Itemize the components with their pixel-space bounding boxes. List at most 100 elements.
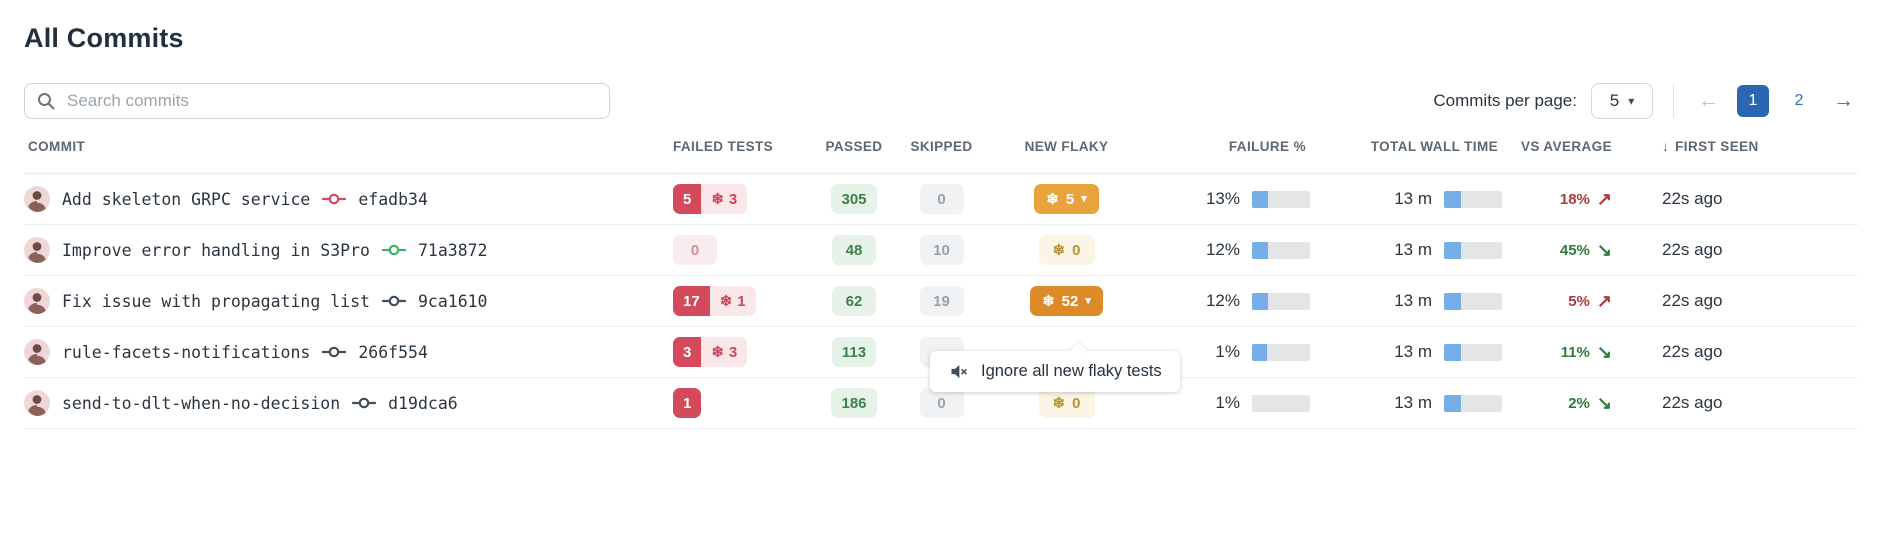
first-seen-value: 22s ago xyxy=(1662,240,1723,259)
snowflake-icon: ❄ xyxy=(1046,190,1059,208)
commit-cell: send-to-dlt-when-no-decision d19dca6 xyxy=(24,390,669,416)
column-header-failure-pct[interactable]: FAILURE % xyxy=(1228,139,1306,154)
wall-time-bar-fill xyxy=(1444,394,1462,412)
failed-flaky-badge: ❄ 3 xyxy=(701,184,748,214)
commit-cell: Improve error handling in S3Pro 71a3872 xyxy=(24,237,669,263)
search-icon xyxy=(38,93,55,110)
commit-hash[interactable]: 71a3872 xyxy=(417,240,488,260)
column-header-new-flaky[interactable]: NEW FLAKY xyxy=(1024,139,1109,154)
tooltip-label: Ignore all new flaky tests xyxy=(981,362,1162,380)
failed-tests-cell: 17 ❄ 1 xyxy=(669,286,814,316)
wall-time-value: 13 m xyxy=(1394,240,1432,259)
commit-icon xyxy=(352,397,377,409)
wall-time-bar xyxy=(1444,241,1502,259)
failure-bar xyxy=(1252,190,1310,208)
column-header-vs-average[interactable]: VS AVERAGE xyxy=(1520,139,1612,154)
wall-time-bar xyxy=(1444,394,1502,412)
wall-time-cell: 13 m xyxy=(1310,291,1502,311)
vs-average-cell: 11% ↘ xyxy=(1502,342,1616,363)
passed-count-badge: 305 xyxy=(831,184,877,214)
table-body: Add skeleton GRPC service efadb34 5 ❄ 3 305 0 ❄… xyxy=(24,174,1858,429)
failure-bar xyxy=(1252,343,1310,361)
passed-count-badge: 186 xyxy=(831,388,877,418)
commit-message: Improve error handling in S3Pro xyxy=(62,240,370,260)
failed-count-badge: 17 xyxy=(673,286,710,316)
commit-message: rule-facets-notifications xyxy=(62,342,311,362)
vs-average-cell: 2% ↘ xyxy=(1502,393,1616,414)
chevron-down-icon: ▾ xyxy=(1628,94,1635,108)
snowflake-icon: ❄ xyxy=(1052,241,1066,259)
first-seen-cell: 22s ago xyxy=(1616,291,1858,311)
new-flaky-cell: ❄ 0 xyxy=(989,235,1144,265)
commit-hash[interactable]: 9ca1610 xyxy=(417,291,488,311)
ignore-flaky-tooltip[interactable]: Ignore all new flaky tests xyxy=(930,351,1180,392)
per-page-select[interactable]: 5 ▾ xyxy=(1591,83,1653,119)
commit-cell: rule-facets-notifications 266f554 xyxy=(24,339,669,365)
failure-pct-value: 12% xyxy=(1205,291,1240,310)
avatar xyxy=(24,339,50,365)
column-header-first-seen[interactable]: ↓ FIRST SEEN xyxy=(1662,139,1759,154)
skipped-cell: 0 xyxy=(894,388,989,418)
sort-down-icon: ↓ xyxy=(1662,139,1670,154)
new-flaky-cell: ❄ 5 ▾ xyxy=(989,184,1144,214)
commit-message: Add skeleton GRPC service xyxy=(62,189,311,209)
commit-cell: Add skeleton GRPC service efadb34 xyxy=(24,186,669,212)
column-header-passed[interactable]: PASSED xyxy=(825,139,883,154)
column-header-total-wall-time[interactable]: TOTAL WALL TIME xyxy=(1370,139,1498,154)
trend-up-icon: ↗ xyxy=(1596,290,1612,311)
next-page-button[interactable]: → xyxy=(1833,89,1854,112)
failure-pct-cell: 12% xyxy=(1144,291,1310,311)
snowflake-icon: ❄ xyxy=(1052,394,1066,412)
failed-flaky-count: 1 xyxy=(737,292,746,310)
first-seen-value: 22s ago xyxy=(1662,291,1723,310)
commit-icon xyxy=(381,244,406,256)
wall-time-cell: 13 m xyxy=(1310,342,1502,362)
column-header-skipped[interactable]: SKIPPED xyxy=(910,139,973,154)
search-input[interactable] xyxy=(65,90,597,112)
table-row[interactable]: rule-facets-notifications 266f554 3 ❄ 3 113 1%… xyxy=(24,327,1858,378)
table-row[interactable]: Fix issue with propagating list 9ca1610 17… xyxy=(24,276,1858,327)
first-seen-cell: 22s ago xyxy=(1616,393,1858,413)
commit-message: send-to-dlt-when-no-decision xyxy=(62,393,341,413)
failure-pct-cell: 12% xyxy=(1144,240,1310,260)
failed-flaky-badge: ❄ 1 xyxy=(709,286,756,316)
failed-count-badge: 5 xyxy=(673,184,702,214)
failed-flaky-badge: ❄ 3 xyxy=(701,337,748,367)
vs-average-cell: 18% ↗ xyxy=(1502,189,1616,210)
commit-hash[interactable]: 266f554 xyxy=(358,342,428,362)
trend-down-icon: ↘ xyxy=(1596,341,1612,362)
commit-icon xyxy=(322,193,347,205)
new-flaky-count: 0 xyxy=(1072,241,1081,259)
vs-average-value: 45% xyxy=(1559,241,1590,259)
table-row[interactable]: send-to-dlt-when-no-decision d19dca6 1 186 0… xyxy=(24,378,1858,429)
table-row[interactable]: Add skeleton GRPC service efadb34 5 ❄ 3 305 0 ❄… xyxy=(24,174,1858,225)
avatar xyxy=(24,390,50,416)
trend-down-icon: ↘ xyxy=(1596,392,1612,413)
avatar xyxy=(24,186,50,212)
new-flaky-badge[interactable]: ❄ 5 ▾ xyxy=(1034,184,1099,214)
page-button-2[interactable]: 2 xyxy=(1794,92,1804,109)
failed-tests-cell: 1 xyxy=(669,388,814,418)
search-box[interactable] xyxy=(24,83,610,119)
passed-cell: 62 xyxy=(814,286,894,316)
failed-count-badge: 0 xyxy=(673,235,717,265)
new-flaky-cell: ❄ 52 ▾ xyxy=(989,286,1144,316)
failure-pct-cell: 13% xyxy=(1144,189,1310,209)
wall-time-bar xyxy=(1444,343,1502,361)
commit-hash[interactable]: d19dca6 xyxy=(388,393,458,413)
failed-flaky-count: 3 xyxy=(728,343,738,361)
divider xyxy=(1673,84,1674,118)
skipped-count-badge: 0 xyxy=(919,184,964,214)
new-flaky-badge[interactable]: ❄ 52 ▾ xyxy=(1030,286,1103,316)
failed-flaky-count: 3 xyxy=(728,190,738,208)
page-button-1[interactable]: 1 xyxy=(1737,85,1769,117)
failure-bar-fill xyxy=(1252,190,1269,208)
prev-page-button[interactable]: ← xyxy=(1698,89,1719,112)
failed-tests-cell: 3 ❄ 3 xyxy=(669,337,814,367)
table-row[interactable]: Improve error handling in S3Pro 71a3872 0 4… xyxy=(24,225,1858,276)
per-page-label: Commits per page: xyxy=(1433,91,1577,110)
table-header-row: COMMIT FAILED TESTS PASSED SKIPPED NEW F… xyxy=(24,120,1858,174)
commit-hash[interactable]: efadb34 xyxy=(358,189,428,209)
mute-speaker-icon xyxy=(951,364,967,379)
column-header-failed-tests[interactable]: FAILED TESTS xyxy=(673,139,774,154)
